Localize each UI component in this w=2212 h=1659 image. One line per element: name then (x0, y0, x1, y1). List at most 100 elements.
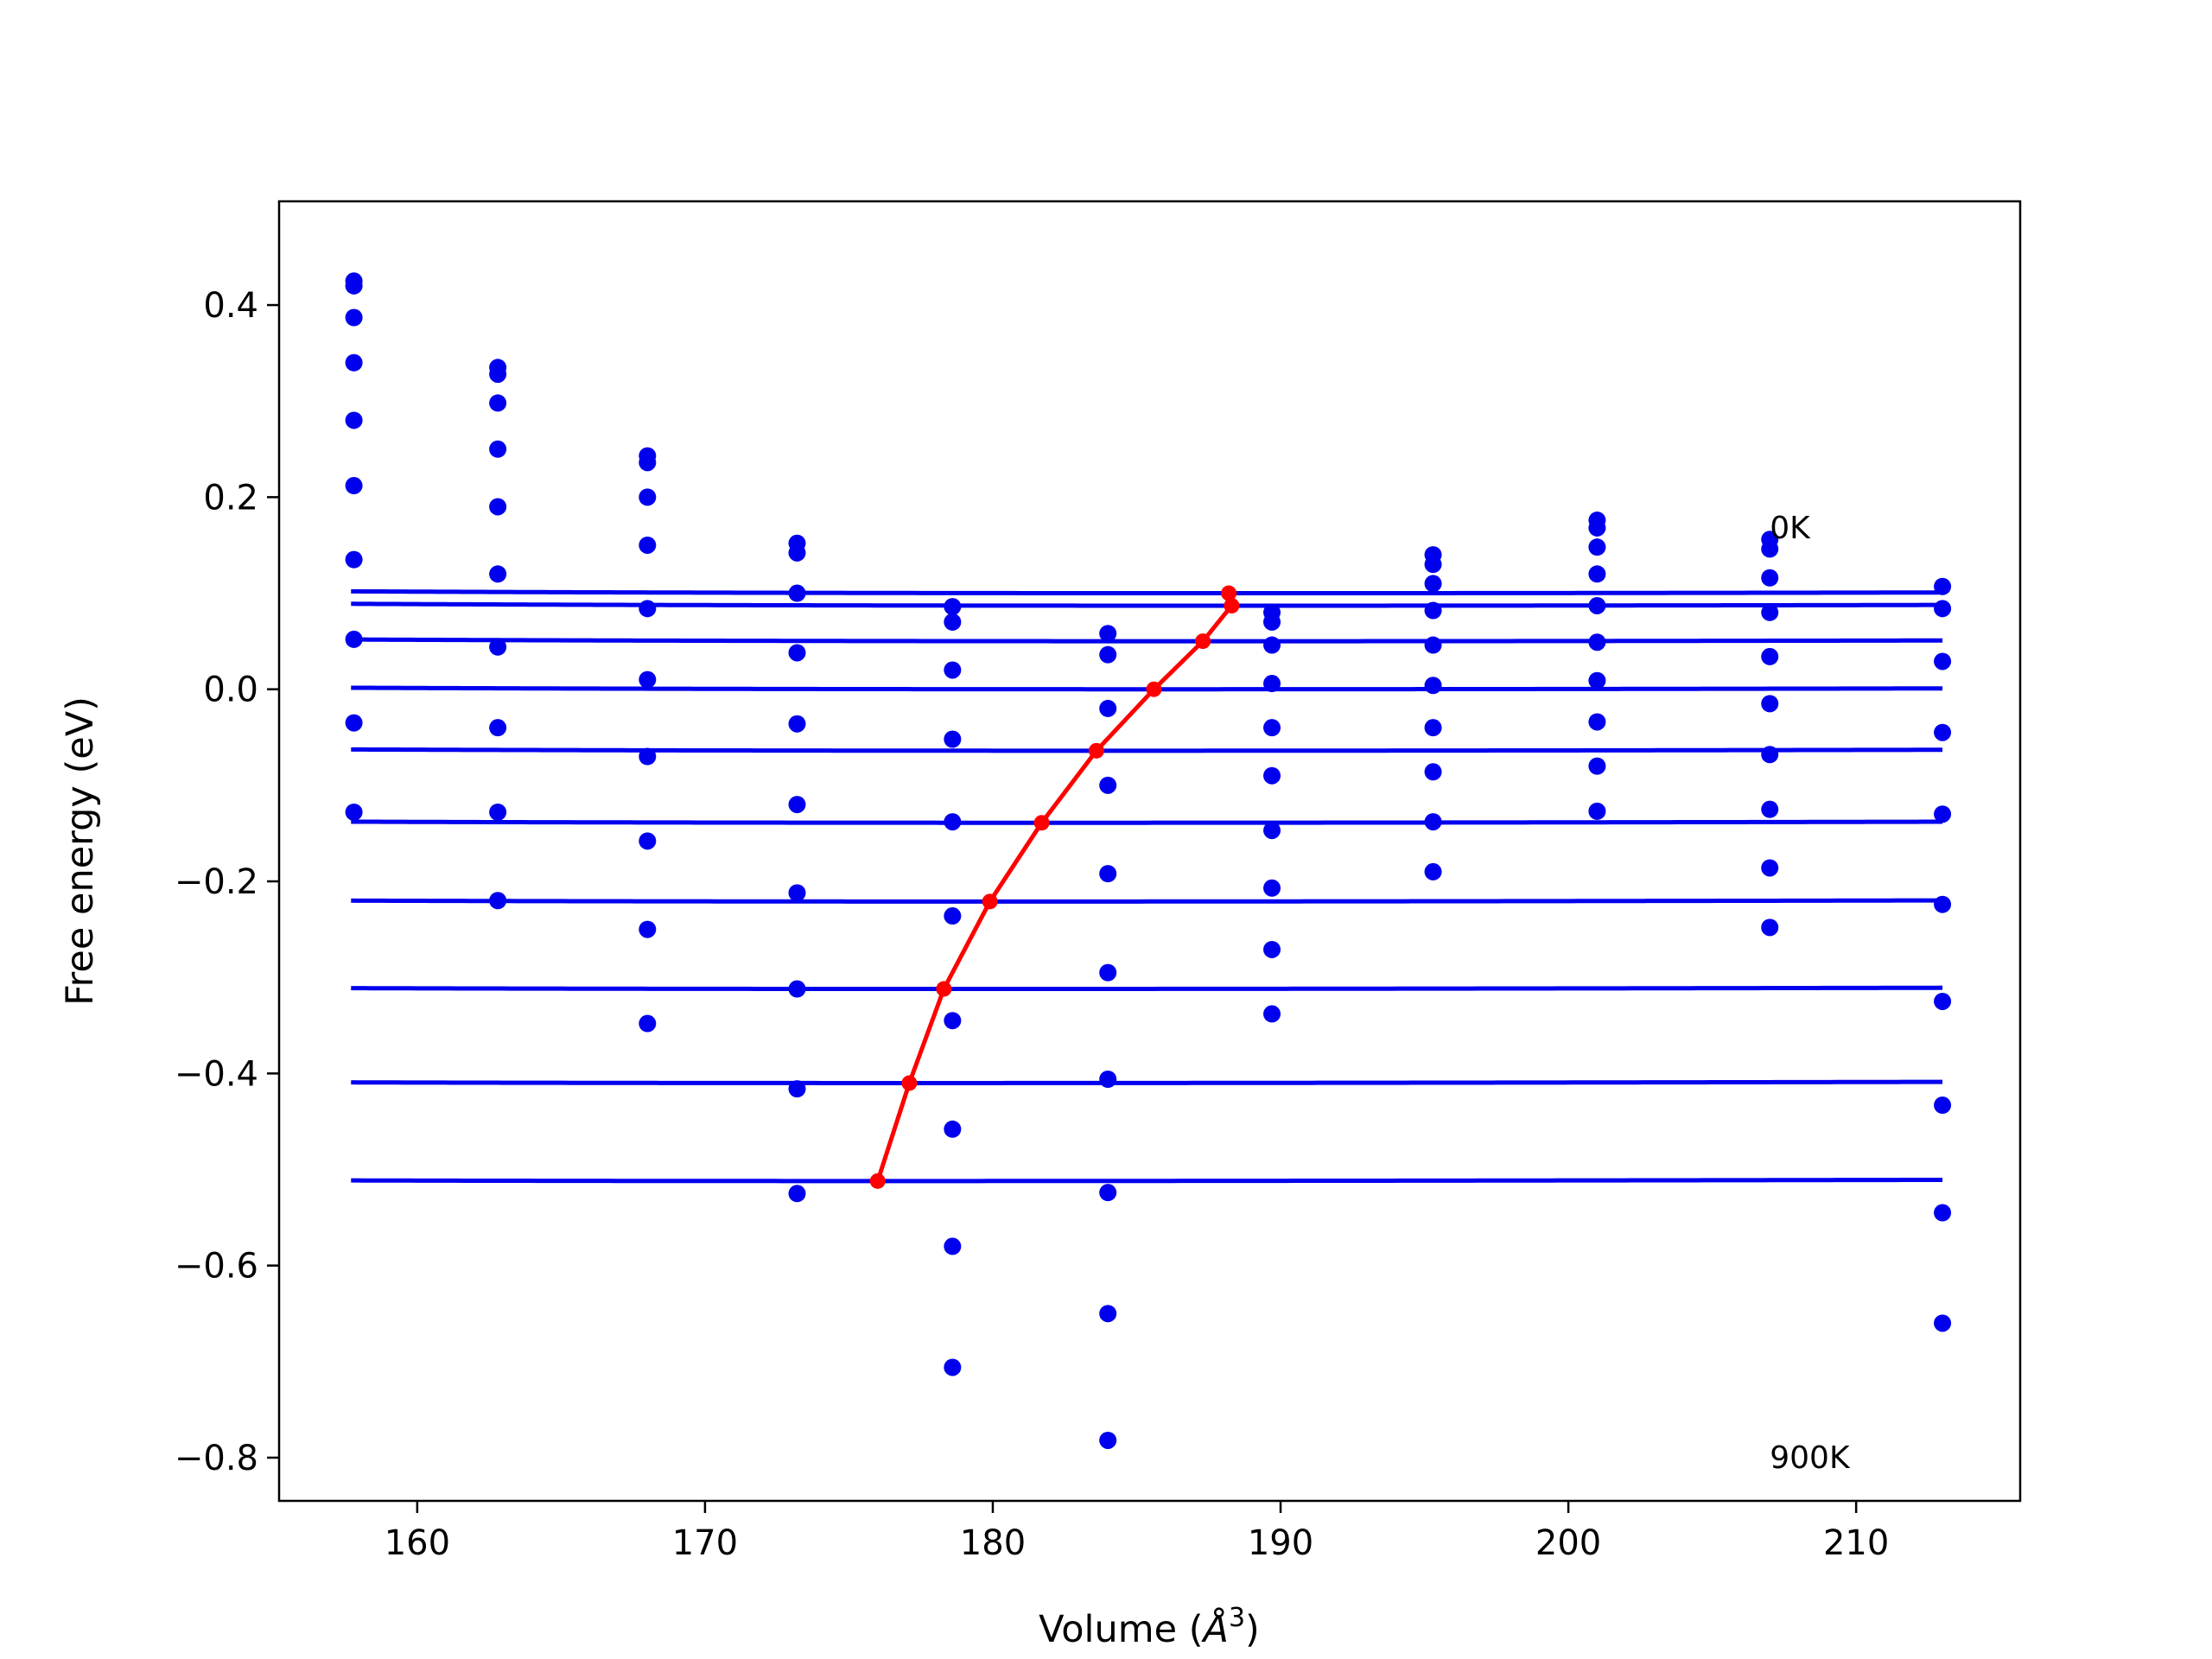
data-point-10-5 (1934, 895, 1952, 913)
data-point-2-8 (639, 920, 657, 938)
data-point-4-3 (944, 730, 962, 748)
data-point-8-8 (1588, 757, 1606, 775)
y-axis: 0.4 0.2 0.0 −0.2 −0.4 −0.6 −0.8 (175, 286, 279, 1478)
fit-curve-6 (351, 898, 1943, 904)
data-point-4-9 (944, 1358, 962, 1376)
data-point-4-7 (944, 1120, 962, 1138)
data-point-6-1 (1263, 613, 1281, 631)
data-point-4-5 (944, 907, 962, 925)
data-point-0-3 (345, 353, 363, 372)
data-point-8-3 (1588, 565, 1606, 583)
x-axis-label: Volume (Å3) (1039, 1603, 1260, 1651)
data-point-3-7 (788, 980, 806, 998)
data-point-3-5 (788, 796, 806, 814)
data-point-3-9 (788, 1185, 806, 1203)
fit-curve-4 (351, 747, 1943, 753)
data-point-8-2 (1588, 538, 1606, 556)
data-point-5-5 (1099, 963, 1117, 982)
data-point-7-1 (1424, 556, 1442, 574)
data-point-7-9 (1424, 862, 1442, 880)
minima-point-3 (982, 893, 998, 910)
minima-point-2 (936, 981, 952, 997)
data-point-1-2 (489, 394, 507, 412)
data-point-5-9 (1099, 1431, 1117, 1449)
minima-point-7 (1195, 633, 1211, 650)
data-point-3-4 (788, 715, 806, 733)
data-point-2-2 (639, 488, 657, 506)
data-point-10-3 (1934, 723, 1952, 741)
data-point-4-0 (944, 598, 962, 616)
data-point-5-1 (1099, 645, 1117, 664)
data-point-1-4 (489, 498, 507, 516)
minima-point-8 (1224, 597, 1240, 613)
x-tick-label-5: 210 (1823, 1523, 1889, 1563)
data-point-6-9 (1263, 1005, 1281, 1023)
minima-point-6 (1146, 681, 1162, 697)
data-point-9-2 (1761, 569, 1779, 587)
x-axis-label-symbol: Å (1201, 1607, 1229, 1651)
x-axis-label-text: Volume ( (1039, 1608, 1203, 1651)
data-point-0-5 (345, 477, 363, 495)
y-tick-label-1: 0.2 (203, 478, 258, 518)
data-point-8-1 (1588, 518, 1606, 537)
x-axis-label-superscript: 3 (1229, 1603, 1245, 1633)
fit-curve-1 (351, 601, 1943, 608)
data-point-3-2 (788, 584, 806, 602)
fit-curve-9 (351, 1177, 1943, 1184)
data-point-9-6 (1761, 746, 1779, 764)
data-point-9-8 (1761, 859, 1779, 877)
data-point-10-8 (1934, 1204, 1952, 1222)
data-point-2-5 (639, 671, 657, 689)
data-point-8-7 (1588, 713, 1606, 731)
data-point-7-5 (1424, 677, 1442, 695)
data-point-1-9 (489, 892, 507, 910)
data-point-1-5 (489, 565, 507, 583)
x-tick-label-0: 160 (385, 1523, 450, 1563)
data-point-2-1 (639, 454, 657, 472)
y-tick-label-5: −0.6 (175, 1247, 258, 1287)
data-point-2-7 (639, 832, 657, 850)
data-point-10-4 (1934, 805, 1952, 823)
data-point-6-6 (1263, 822, 1281, 840)
data-point-5-0 (1099, 625, 1117, 643)
x-tick-label-1: 170 (672, 1523, 738, 1563)
data-point-7-6 (1424, 719, 1442, 737)
fit-curve-5 (351, 819, 1943, 825)
data-point-8-6 (1588, 671, 1606, 690)
y-tick-label-2: 0.0 (203, 671, 258, 710)
data-point-3-8 (788, 1080, 806, 1098)
data-point-4-8 (944, 1237, 962, 1255)
data-point-3-6 (788, 884, 806, 902)
data-point-5-8 (1099, 1305, 1117, 1323)
data-point-2-6 (639, 747, 657, 766)
series-layer (345, 272, 1952, 1449)
data-point-6-3 (1263, 675, 1281, 693)
y-tick-label-3: −0.2 (175, 862, 258, 902)
data-point-9-3 (1761, 603, 1779, 621)
annotation-1: 900K (1770, 1440, 1851, 1476)
data-point-7-2 (1424, 575, 1442, 593)
data-point-3-3 (788, 644, 806, 662)
data-point-1-6 (489, 638, 507, 656)
data-point-10-0 (1934, 577, 1952, 595)
data-point-4-6 (944, 1012, 962, 1030)
data-point-0-4 (345, 411, 363, 429)
minima-line (875, 592, 1235, 1182)
data-point-4-4 (944, 813, 962, 831)
data-point-9-1 (1761, 540, 1779, 558)
data-point-2-9 (639, 1014, 657, 1033)
data-point-0-1 (345, 276, 363, 295)
data-point-10-7 (1934, 1096, 1952, 1115)
data-point-5-7 (1099, 1184, 1117, 1202)
fit-curve-2 (351, 637, 1943, 644)
data-point-1-1 (489, 365, 507, 384)
data-point-6-7 (1263, 879, 1281, 897)
x-axis-label-close: ) (1245, 1608, 1260, 1651)
data-point-0-2 (345, 308, 363, 327)
data-point-0-8 (345, 714, 363, 732)
data-point-6-4 (1263, 719, 1281, 737)
data-point-3-1 (788, 543, 806, 562)
data-point-7-3 (1424, 601, 1442, 620)
y-axis-label: Free energy (eV) (59, 696, 102, 1006)
